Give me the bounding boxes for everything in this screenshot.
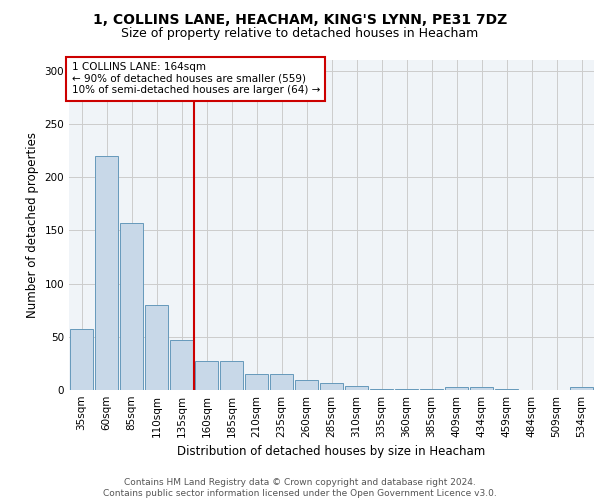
Text: Size of property relative to detached houses in Heacham: Size of property relative to detached ho… (121, 28, 479, 40)
Bar (145, 305, 169, 390)
Bar (95, 156, 118, 390)
Bar (569, 387, 593, 390)
Text: Contains HM Land Registry data © Crown copyright and database right 2024.
Contai: Contains HM Land Registry data © Crown c… (103, 478, 497, 498)
Bar (295, 380, 319, 390)
Bar (194, 362, 218, 390)
Y-axis label: Number of detached properties: Number of detached properties (26, 132, 39, 318)
Bar (494, 389, 518, 390)
X-axis label: Distribution of detached houses by size in Heacham: Distribution of detached houses by size … (178, 446, 485, 458)
Bar (370, 389, 394, 390)
Bar (119, 223, 143, 390)
Bar (245, 374, 268, 390)
Bar (419, 389, 443, 390)
Text: 1, COLLINS LANE, HEACHAM, KING'S LYNN, PE31 7DZ: 1, COLLINS LANE, HEACHAM, KING'S LYNN, P… (93, 12, 507, 26)
Bar (269, 374, 293, 390)
Bar (395, 389, 418, 390)
Bar (344, 386, 368, 390)
Bar (470, 387, 493, 390)
Text: 1 COLLINS LANE: 164sqm
← 90% of detached houses are smaller (559)
10% of semi-de: 1 COLLINS LANE: 164sqm ← 90% of detached… (71, 62, 320, 96)
Bar (170, 340, 193, 390)
Bar (220, 362, 244, 390)
Bar (70, 330, 94, 390)
Bar (445, 387, 469, 390)
Bar (320, 382, 343, 390)
